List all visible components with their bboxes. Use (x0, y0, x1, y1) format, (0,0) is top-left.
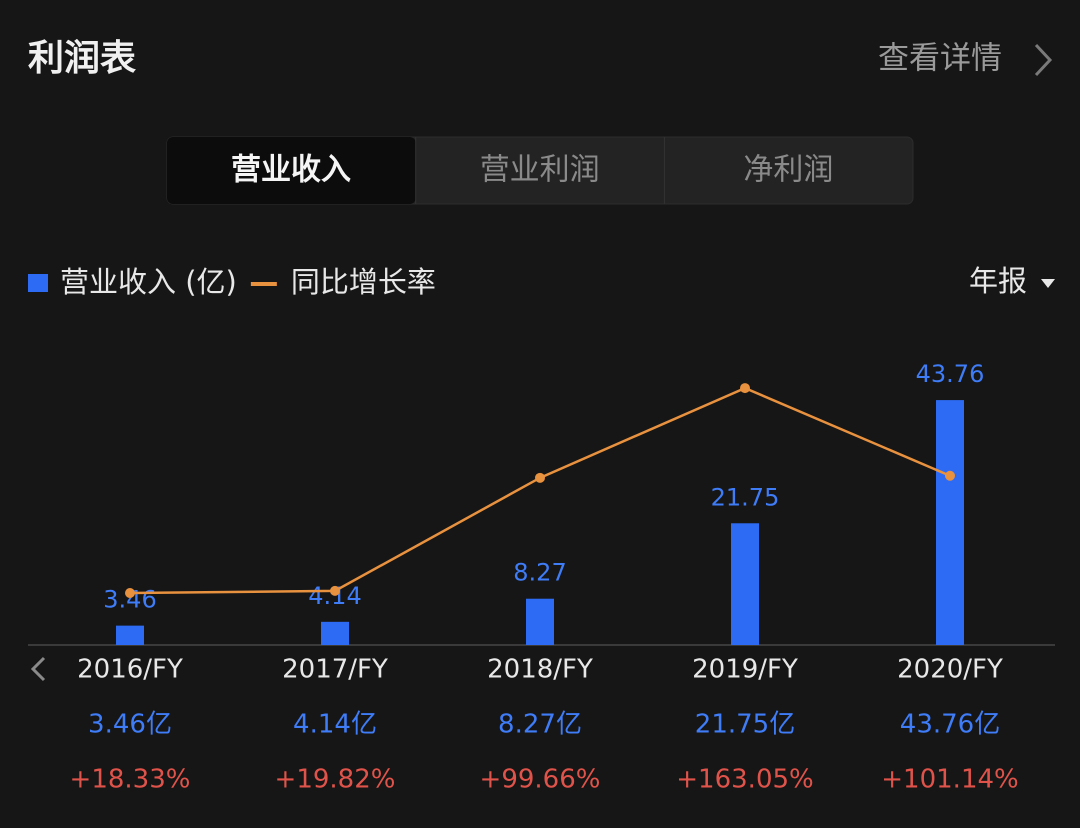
revenue-value: 4.14亿 (293, 710, 377, 740)
bar (116, 625, 144, 645)
growth-point (740, 383, 750, 394)
tab[interactable]: 净利润 (743, 153, 833, 188)
scroll-left[interactable] (30, 656, 46, 682)
growth-value: +101.14% (881, 765, 1018, 795)
x-tick-label: 2017/FY (282, 655, 388, 685)
growth-value: +18.33% (70, 765, 191, 795)
bar (731, 523, 759, 645)
revenue-value: 8.27亿 (498, 710, 582, 740)
details-link[interactable]: 查看详情 (878, 41, 1002, 77)
tab[interactable]: 营业利润 (480, 153, 600, 188)
x-tick-label: 2019/FY (692, 655, 798, 685)
growth-point (535, 472, 545, 483)
x-tick-label: 2020/FY (897, 655, 1003, 685)
legend-swatch (28, 274, 48, 292)
revenue-value: 3.46亿 (88, 710, 172, 740)
bar (321, 621, 349, 645)
growth-point (125, 587, 135, 598)
bar-label: 43.76 (916, 360, 985, 388)
chevron-right[interactable] (1034, 43, 1053, 77)
bar (936, 400, 964, 645)
tab-active-bg (167, 137, 416, 204)
bar-label: 21.75 (711, 483, 780, 511)
dropdown-arrow[interactable] (1041, 279, 1055, 288)
page-title: 利润表 (28, 38, 136, 79)
growth-point (330, 585, 340, 596)
growth-value: +19.82% (275, 765, 396, 795)
growth-value: +163.05% (676, 765, 813, 795)
x-tick-label: 2016/FY (77, 655, 183, 685)
growth-value: +99.66% (480, 765, 601, 795)
legend-label: 营业收入 (亿) (60, 265, 237, 299)
bar (526, 598, 554, 645)
x-tick-label: 2018/FY (487, 655, 593, 685)
revenue-value: 43.76亿 (900, 710, 1000, 740)
tab[interactable]: 营业收入 (231, 153, 351, 188)
revenue-value: 21.75亿 (695, 710, 795, 740)
growth-point (945, 470, 955, 481)
bar-label: 8.27 (513, 559, 566, 587)
legend-label: 同比增长率 (291, 265, 436, 299)
period-select[interactable]: 年报 (969, 264, 1027, 298)
